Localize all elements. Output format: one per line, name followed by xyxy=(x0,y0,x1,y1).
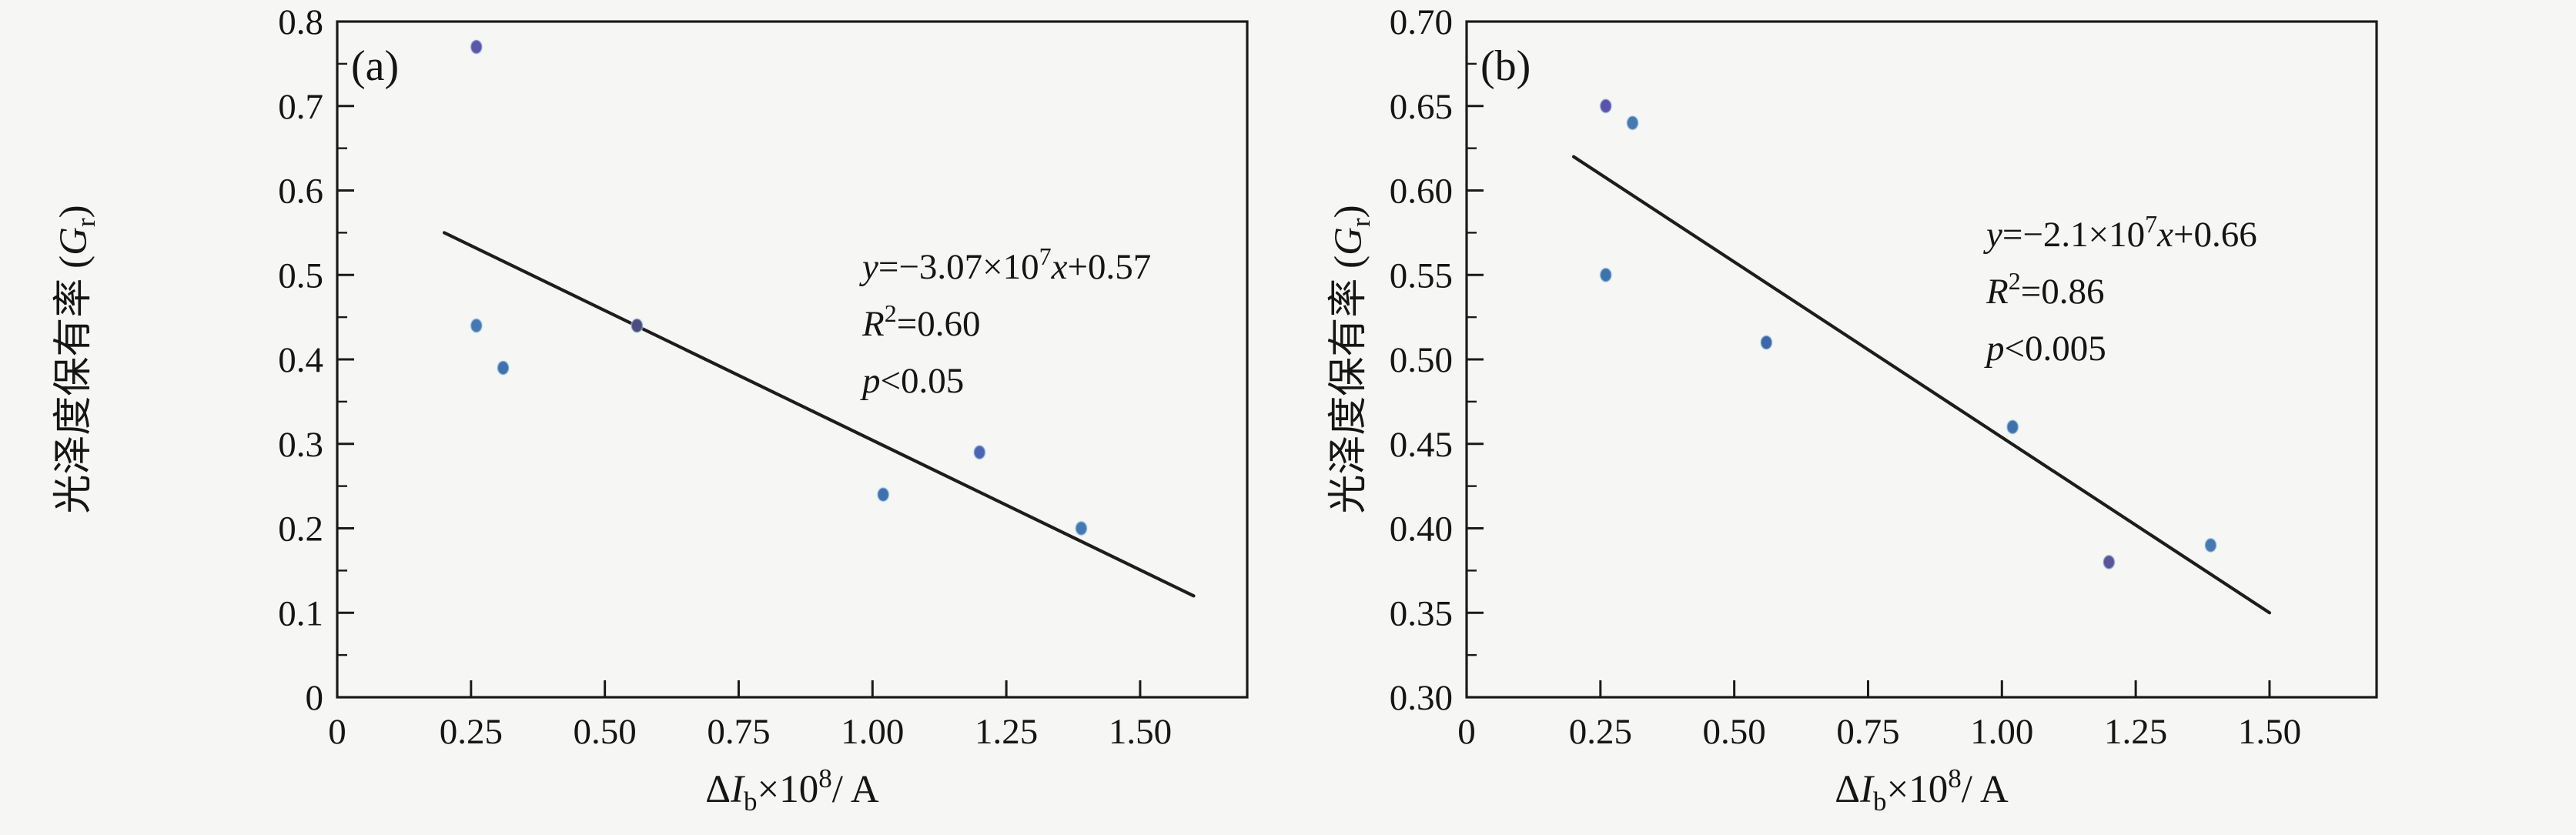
data-point xyxy=(876,486,890,503)
y-tick-label: 0 xyxy=(306,678,324,718)
panel-label: (a) xyxy=(351,42,399,90)
data-point xyxy=(972,444,986,460)
trend-line xyxy=(1571,155,2272,615)
data-point xyxy=(1599,98,1613,114)
y-tick-label: 0.45 xyxy=(1390,425,1453,465)
panel-b: 0 0.25 0.50 0.75 1.00 1.25 1.50 0.30 0.35 0.40 0.4… xyxy=(1327,2,2378,817)
trend-line xyxy=(442,231,1196,598)
y-tick-label: 0.30 xyxy=(1390,678,1453,718)
x-tick-label: 0.50 xyxy=(574,712,637,752)
x-tick-label: 0.50 xyxy=(1703,712,1766,752)
y-tick-label: 0.60 xyxy=(1390,172,1453,212)
data-point xyxy=(1074,520,1089,536)
y-axis-label: 光泽度保有率 (Gr) xyxy=(52,205,101,513)
x-tick-label: 0.75 xyxy=(707,712,770,752)
data-point xyxy=(1625,115,1640,131)
y-tick-label: 0.70 xyxy=(1390,2,1453,42)
panel-a: 0 0.25 0.50 0.75 1.00 1.25 1.50 0 0.1 0.2 0.3 0.4 0.… xyxy=(52,2,1249,817)
equation-label: y=−3.07×107x+0.57 xyxy=(859,242,1151,287)
x-axis-label: ΔIb×108/ A xyxy=(1835,763,2009,817)
data-point xyxy=(470,318,483,334)
equation-label: y=−2.1×107x+0.66 xyxy=(1983,210,2257,255)
plot-box xyxy=(336,20,1249,699)
x-tick-label: 0.75 xyxy=(1836,712,1899,752)
data-point xyxy=(2102,554,2116,570)
panel-label: (b) xyxy=(1480,42,1531,90)
plot-box xyxy=(1465,20,2378,699)
x-tick-label: 0.25 xyxy=(440,712,503,752)
data-point xyxy=(2203,537,2218,553)
y-tick-label: 0.55 xyxy=(1390,256,1453,296)
x-tick-label: 0 xyxy=(1457,712,1476,752)
data-point xyxy=(1759,334,1773,351)
y-tick-label: 0.5 xyxy=(278,256,323,296)
x-tick-label: 0 xyxy=(328,712,346,752)
y-tick-label: 0.7 xyxy=(278,87,323,127)
y-tick-label: 0.65 xyxy=(1390,87,1453,127)
y-tick-label: 0.40 xyxy=(1390,509,1453,549)
x-tick-label: 1.00 xyxy=(1970,712,2033,752)
y-tick-label: 0.6 xyxy=(278,172,323,212)
y-tick-label: 0.35 xyxy=(1390,593,1453,633)
y-tick-label: 0.2 xyxy=(278,509,323,549)
x-tick-label: 0.25 xyxy=(1569,712,1632,752)
x-tick-label: 1.50 xyxy=(1109,712,1172,752)
x-tick-label: 1.25 xyxy=(975,712,1038,752)
data-point xyxy=(496,359,510,376)
p-value-label: p<0.05 xyxy=(860,361,964,401)
y-tick-label: 0.4 xyxy=(278,340,323,380)
x-tick-label: 1.25 xyxy=(2104,712,2167,752)
x-axis-label: ΔIb×108/ A xyxy=(705,763,879,817)
data-point xyxy=(470,38,483,55)
y-tick-label: 0.1 xyxy=(278,593,323,633)
x-tick-label: 1.50 xyxy=(2238,712,2301,752)
data-point xyxy=(2006,419,2019,435)
p-value-label: p<0.005 xyxy=(1984,329,2106,369)
data-point xyxy=(630,318,644,334)
data-point xyxy=(1599,267,1613,283)
r-squared-label: R2=0.60 xyxy=(861,299,980,344)
y-tick-label: 0.50 xyxy=(1390,340,1453,380)
r-squared-label: R2=0.86 xyxy=(1986,267,2104,312)
y-tick-label: 0.8 xyxy=(278,2,323,42)
y-axis-label: 光泽度保有率 (Gr) xyxy=(1327,205,1376,513)
y-tick-label: 0.3 xyxy=(278,425,323,465)
x-tick-label: 1.00 xyxy=(841,712,904,752)
